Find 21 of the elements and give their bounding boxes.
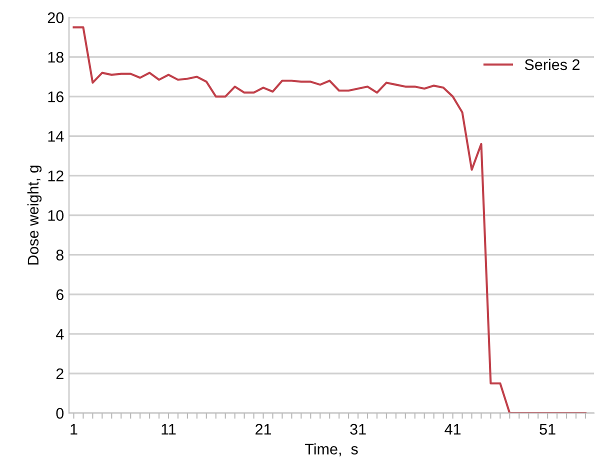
y-tick-label: 2 — [56, 368, 64, 380]
y-tick-label: 4 — [56, 328, 64, 340]
x-axis-title: Time, s — [304, 443, 358, 456]
x-tick-label: 21 — [256, 424, 272, 435]
x-tick-label: 1 — [70, 424, 78, 435]
x-tick-label: 11 — [162, 424, 176, 435]
y-tick-label: 16 — [48, 91, 64, 102]
y-tick-label: 12 — [48, 170, 64, 182]
y-tick-label: 0 — [56, 408, 64, 419]
x-tick-label: 41 — [444, 424, 461, 435]
y-tick-label: 14 — [48, 131, 64, 142]
x-tick-label: 31 — [350, 424, 366, 435]
y-tick-label: 10 — [48, 210, 64, 221]
y-axis-title: Dose weight, g — [27, 166, 42, 265]
y-tick-label: 6 — [56, 289, 64, 300]
y-tick-label: 18 — [48, 52, 64, 63]
line-series — [72, 26, 587, 414]
y-tick-label: 8 — [56, 250, 64, 260]
y-tick-label: 20 — [48, 12, 64, 24]
legend-label: Series 2 — [524, 58, 580, 70]
x-tick-label: 51 — [540, 424, 556, 435]
